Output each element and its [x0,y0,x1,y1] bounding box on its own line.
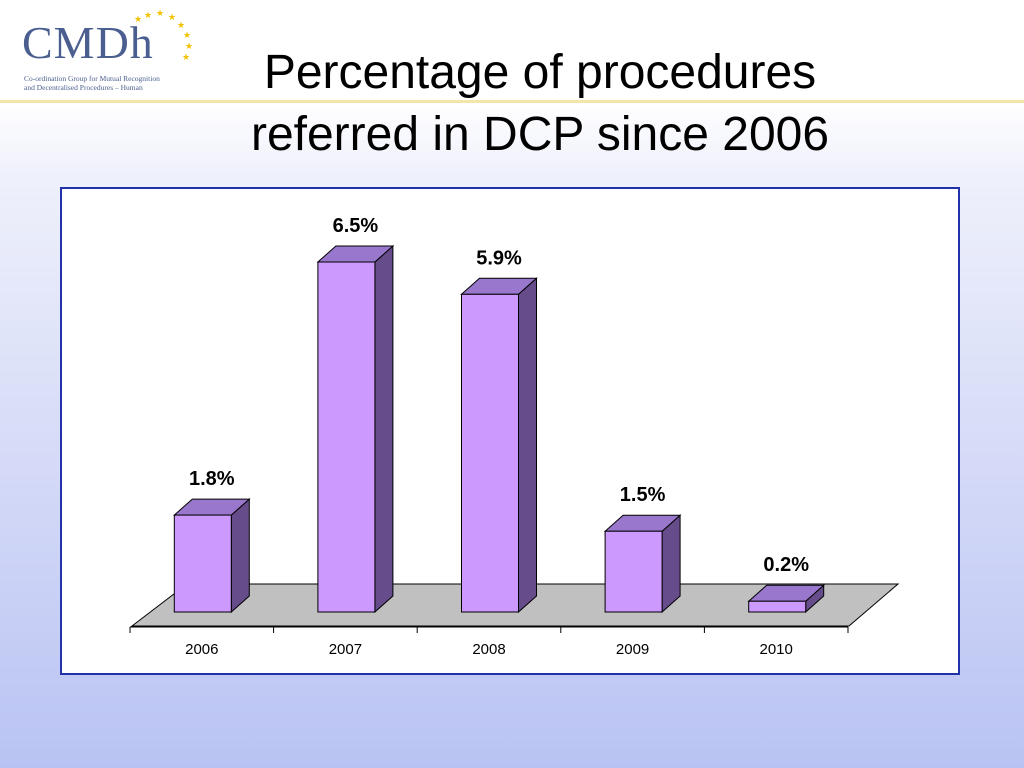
svg-text:★: ★ [156,9,164,19]
x-tick-label-2010: 2010 [760,641,793,658]
svg-text:★: ★ [168,13,176,23]
data-label-2006: 1.8% [189,468,235,490]
logo-wordmark: CMDh [22,17,154,68]
x-tick-label-2006: 2006 [185,641,218,658]
data-label-2007: 6.5% [333,215,379,237]
x-tick-label-2008: 2008 [472,641,505,658]
bar-2008 [461,293,519,613]
bar-2007 [317,261,376,613]
logo-subtitle-line1: Co-ordination Group for Mutual Recogniti… [24,74,160,83]
svg-text:★: ★ [185,42,193,52]
data-label-2009: 1.5% [620,484,666,506]
slide-title-line2: referred in DCP since 2006 [250,108,830,161]
svg-text:★: ★ [183,31,191,41]
logo-subtitle-line2: and Decentralised Procedures – Human [24,83,143,92]
chart-frame: 1.8% 2006 6.5% 2007 5.9% 2008 1.5% 2009 0.2% 2010 [60,187,960,675]
logo-stars-icon: ★ ★ ★ ★ ★ ★ ★ ★ [134,9,193,63]
bar-2007-side [374,244,394,614]
data-label-2010: 0.2% [763,554,809,576]
bar-2010 [748,600,807,613]
data-label-2008: 5.9% [476,247,522,269]
logo-subtitle: Co-ordination Group for Mutual Recogniti… [24,74,194,92]
bar-2006 [173,514,232,613]
slide-title: Percentage of procedures referred in DCP… [150,42,930,166]
svg-text:★: ★ [177,21,185,31]
bar-2006-side [230,497,250,614]
bar-chart: 1.8% 2006 6.5% 2007 5.9% 2008 1.5% 2009 0.2% 2010 [129,215,900,658]
svg-text:★: ★ [134,15,142,25]
header-band [0,0,1024,100]
bar-2008-side [518,277,537,614]
svg-text:★: ★ [182,53,190,63]
header-divider [0,100,1024,103]
x-tick-label-2009: 2009 [616,641,649,658]
x-tick-label-2007: 2007 [329,641,362,658]
svg-text:★: ★ [144,11,152,21]
slide-title-line1: Percentage of procedures [263,46,817,99]
cmdh-logo: ★ ★ ★ ★ ★ ★ ★ ★ CMDh Co-ordination Group… [18,6,193,96]
bar-2009-side [661,514,681,614]
bar-2009 [604,530,663,613]
